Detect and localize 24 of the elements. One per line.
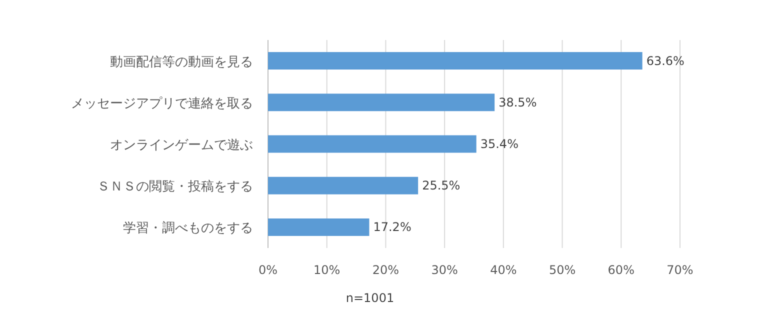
y-tick-label: 動画配信等の動画を見る xyxy=(110,54,253,70)
x-tick-label: 60% xyxy=(608,263,634,277)
y-tick-label: メッセージアプリで連絡を取る xyxy=(71,96,253,112)
data-label: 17.2% xyxy=(373,220,412,234)
y-tick-label: オンラインゲームで遊ぶ xyxy=(110,138,253,153)
x-tick-label: 40% xyxy=(490,263,517,277)
data-label: 63.6% xyxy=(646,54,684,68)
bar xyxy=(268,94,495,112)
bar xyxy=(268,52,642,70)
bar xyxy=(268,176,418,194)
y-tick-label: ＳＮＳの閲覧・投稿をする xyxy=(97,180,253,195)
x-tick-label: 30% xyxy=(431,263,458,277)
bar xyxy=(268,218,370,236)
data-label: 38.5% xyxy=(498,95,537,110)
text: n=1001 xyxy=(346,291,394,305)
data-label: 25.5% xyxy=(422,178,460,193)
data-label: 35.4% xyxy=(480,137,518,151)
x-tick-label: 10% xyxy=(314,263,340,277)
y-tick-label: 学習・調べものをする xyxy=(123,221,253,236)
x-tick-label: 50% xyxy=(548,263,576,277)
bar xyxy=(268,135,476,153)
x-tick-label: 70% xyxy=(666,263,694,277)
x-tick-label: 20% xyxy=(372,263,400,277)
x-tick-label: 0% xyxy=(258,263,278,277)
